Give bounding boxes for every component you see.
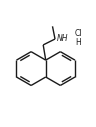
Text: NH: NH	[57, 34, 69, 43]
Text: Cl: Cl	[74, 29, 82, 38]
Text: H: H	[75, 38, 81, 47]
